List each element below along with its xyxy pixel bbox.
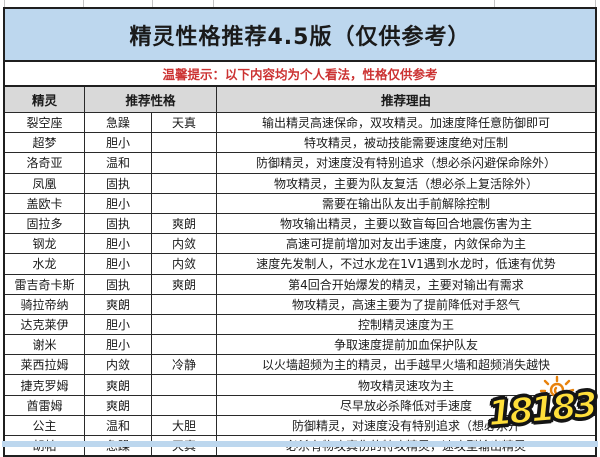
elf-name: 莱西拉姆 xyxy=(5,355,85,375)
header-reason: 推荐理由 xyxy=(380,93,431,108)
elf-name: 盖欧卡 xyxy=(5,193,85,213)
personality-secondary xyxy=(152,395,217,415)
personality-secondary: 爽朗 xyxy=(152,274,217,294)
recommendation-reason: 物攻精灵，高速主要为了提前降低对手怒气 xyxy=(291,297,520,312)
personality-secondary: 内敛 xyxy=(152,234,217,254)
elf-name: 谢米 xyxy=(5,335,85,355)
elf-name: 达克莱伊 xyxy=(5,314,85,335)
recommendation-reason: 速度先发制人，不过水龙在1V1遇到水龙时，低速有优势 xyxy=(256,257,556,272)
table-row: 超梦 胆小 特攻精灵，被动技能需要速度绝对压制 xyxy=(5,133,595,154)
elf-name: 水龙 xyxy=(5,254,85,274)
table-row: 骑拉帝纳 爽朗 物攻精灵，高速主要为了提前降低对手怒气 xyxy=(5,294,595,315)
recommendation-reason: 物攻精灵，主要为队友复活（想必杀上复活除外） xyxy=(273,176,538,191)
table-row: 水龙 胆小 内敛 速度先发制人，不过水龙在1V1遇到水龙时，低速有优势 xyxy=(5,254,595,275)
table-row: 裂空座 急躁 天真 输出精灵高速保命，双攻精灵。加速度降任意防御即可 xyxy=(5,113,595,134)
header-elf: 精灵 xyxy=(5,87,85,112)
personality-secondary xyxy=(152,133,217,153)
table-row: 洛奇亚 温和 防御精灵，对速度没有特别追求（想必杀闪避保命除外） xyxy=(5,153,595,174)
elf-name: 骑拉帝纳 xyxy=(5,294,85,314)
elf-name: 钢龙 xyxy=(5,234,85,254)
elf-name: 酋雷姆 xyxy=(5,395,85,415)
recommendation-table: 精灵性格推荐4.5版（仅供参考） 温馨提示：以下内容均为个人看法，性格仅供参考 … xyxy=(3,7,597,457)
recommendation-reason: 以火墙超频为主的精灵，出手越早火墙和超频消失越快 xyxy=(261,358,550,373)
gridline xyxy=(213,0,214,7)
bottom-blue-strip xyxy=(2,441,598,447)
personality-secondary xyxy=(152,375,217,395)
personality-primary: 温和 xyxy=(85,153,152,173)
personality-primary: 爽朗 xyxy=(85,294,152,314)
table-row: 达克莱伊 胆小 控制精灵速度为王 xyxy=(5,314,595,336)
personality-primary: 胆小 xyxy=(85,133,152,153)
elf-name: 凤凰 xyxy=(5,173,85,193)
personality-primary: 急躁 xyxy=(85,113,152,133)
table-row: 捷克罗姆 爽朗 物攻精灵速攻为主 xyxy=(5,375,595,396)
recommendation-reason: 需要在输出队友出手前解除控制 xyxy=(321,196,490,211)
recommendation-reason: 高速可提前增加对友出手速度，内敛保命为主 xyxy=(285,237,526,252)
elf-name: 固拉多 xyxy=(5,213,85,234)
personality-primary: 固执 xyxy=(85,213,152,234)
table-row: 盖欧卡 胆小 需要在输出队友出手前解除控制 xyxy=(5,193,595,214)
recommendation-reason: 物攻输出精灵，主要以致盲每回合地震伤害为主 xyxy=(279,217,532,232)
elf-name: 公主 xyxy=(5,415,85,435)
personality-primary: 内敛 xyxy=(85,355,152,375)
table-row: 谢米 胆小 争取速度提前加血保护队友 xyxy=(5,335,595,356)
recommendation-reason: 争取速度提前加血保护队友 xyxy=(333,338,478,353)
personality-primary: 温和 xyxy=(85,415,152,435)
personality-primary: 胆小 xyxy=(85,234,152,254)
personality-secondary xyxy=(152,153,217,173)
personality-primary: 固执 xyxy=(85,173,152,193)
personality-secondary xyxy=(152,173,217,193)
personality-secondary: 冷静 xyxy=(152,355,217,375)
personality-secondary xyxy=(152,193,217,213)
recommendation-reason: 物攻精灵速攻为主 xyxy=(357,378,454,393)
table-body: 裂空座 急躁 天真 输出精灵高速保命，双攻精灵。加速度降任意防御即可 超梦 胆小… xyxy=(5,113,595,456)
table-row: 钢龙 胆小 内敛 高速可提前增加对友出手速度，内敛保命为主 xyxy=(5,234,595,255)
gridline xyxy=(4,0,5,7)
personality-secondary: 大胆 xyxy=(152,415,217,435)
personality-primary: 胆小 xyxy=(85,193,152,213)
elf-name: 雷吉奇卡斯 xyxy=(5,274,85,294)
personality-secondary: 爽朗 xyxy=(152,213,217,234)
recommendation-reason: 防御精灵，对速度没有特别追求（想必杀闪避保命除外） xyxy=(255,156,556,171)
recommendation-reason: 特攻精灵，被动技能需要速度绝对压制 xyxy=(303,136,508,151)
elf-name: 裂空座 xyxy=(5,113,85,133)
table-row: 雷吉奇卡斯 固执 爽朗 第4回合开始爆发的精灵，主要对输出有需求 xyxy=(5,274,595,295)
gridline xyxy=(152,0,153,7)
recommendation-reason: 尽早放必杀降低对手速度 xyxy=(339,398,472,413)
table-row: 公主 温和 大胆 防御精灵，对速度没有特别追求（想必杀开 xyxy=(5,415,595,436)
personality-secondary xyxy=(152,335,217,355)
personality-primary: 胆小 xyxy=(85,254,152,274)
gridline xyxy=(595,0,596,7)
table-header-row: 精灵 推荐性格 推荐理由 xyxy=(5,87,595,113)
gridline xyxy=(83,0,84,7)
personality-primary: 胆小 xyxy=(85,335,152,355)
elf-name: 洛奇亚 xyxy=(5,153,85,173)
personality-primary: 固执 xyxy=(85,274,152,294)
personality-primary: 爽朗 xyxy=(85,375,152,395)
table-row: 酋雷姆 爽朗 尽早放必杀降低对手速度 xyxy=(5,395,595,416)
tip-banner: 温馨提示：以下内容均为个人看法，性格仅供参考 xyxy=(5,62,595,87)
recommendation-reason: 输出精灵高速保命，双攻精灵。加速度降任意防御即可 xyxy=(261,116,550,131)
header-personality: 推荐性格 xyxy=(85,87,217,112)
personality-primary: 爽朗 xyxy=(85,395,152,415)
personality-secondary xyxy=(152,294,217,314)
recommendation-reason: 控制精灵速度为王 xyxy=(357,317,454,332)
personality-secondary xyxy=(152,314,217,335)
table-row: 固拉多 固执 爽朗 物攻输出精灵，主要以致盲每回合地震伤害为主 xyxy=(5,213,595,235)
elf-name: 捷克罗姆 xyxy=(5,375,85,395)
personality-secondary: 内敛 xyxy=(152,254,217,274)
page-title: 精灵性格推荐4.5版（仅供参考） xyxy=(5,9,595,62)
table-row: 凤凰 固执 物攻精灵，主要为队友复活（想必杀上复活除外） xyxy=(5,173,595,194)
personality-primary: 胆小 xyxy=(85,314,152,335)
spreadsheet-gridline-strip xyxy=(0,0,600,7)
table-row: 莱西拉姆 内敛 冷静 以火墙超频为主的精灵，出手越早火墙和超频消失越快 xyxy=(5,355,595,376)
recommendation-reason: 防御精灵，对速度没有特别追求（想必杀开 xyxy=(291,418,520,433)
recommendation-reason: 第4回合开始爆发的精灵，主要对输出有需求 xyxy=(288,277,524,292)
elf-name: 超梦 xyxy=(5,133,85,153)
personality-secondary: 天真 xyxy=(152,113,217,133)
gridline xyxy=(494,0,495,7)
